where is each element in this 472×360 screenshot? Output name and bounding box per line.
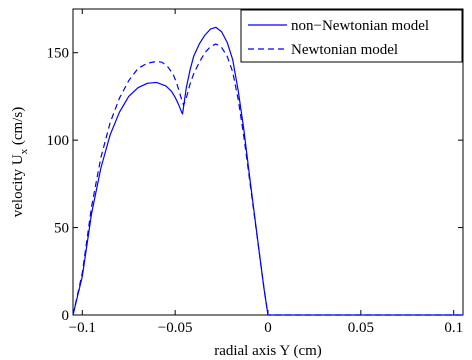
axis-tick-labels: −0.1 −0.05 0 0.05 0.1 0 50 100 150 (47, 46, 464, 336)
y-axis-label: velocity Ux (cm/s) (10, 107, 30, 217)
y-axis-label-group: velocity Ux (cm/s) (10, 107, 30, 217)
legend: non−Newtonian model Newtonian model (240, 9, 463, 63)
x-tick-label: 0.1 (444, 320, 463, 336)
legend-box (240, 9, 463, 63)
x-tick-label: 0.05 (348, 320, 374, 336)
y-tick-label: 50 (54, 221, 69, 237)
y-axis-label-unit: (cm/s) (10, 107, 26, 149)
x-tick-label: −0.05 (158, 320, 193, 336)
x-tick-label: 0 (264, 320, 272, 336)
series-line-non-newtonian (72, 26, 463, 316)
y-tick-label: 150 (47, 46, 70, 62)
series-lines (72, 26, 463, 316)
legend-entry-newtonian: Newtonian model (291, 42, 398, 58)
y-axis-label-main: velocity U (10, 154, 26, 217)
x-tick-label: −0.1 (69, 320, 96, 336)
series-line-newtonian (72, 43, 463, 316)
x-axis-label: radial axis Y (cm) (214, 343, 322, 359)
y-tick-label: 100 (47, 133, 70, 149)
y-tick-label: 0 (62, 308, 70, 324)
y-axis-label-subscript: x (18, 148, 30, 154)
legend-entry-non-newtonian: non−Newtonian model (291, 18, 429, 34)
